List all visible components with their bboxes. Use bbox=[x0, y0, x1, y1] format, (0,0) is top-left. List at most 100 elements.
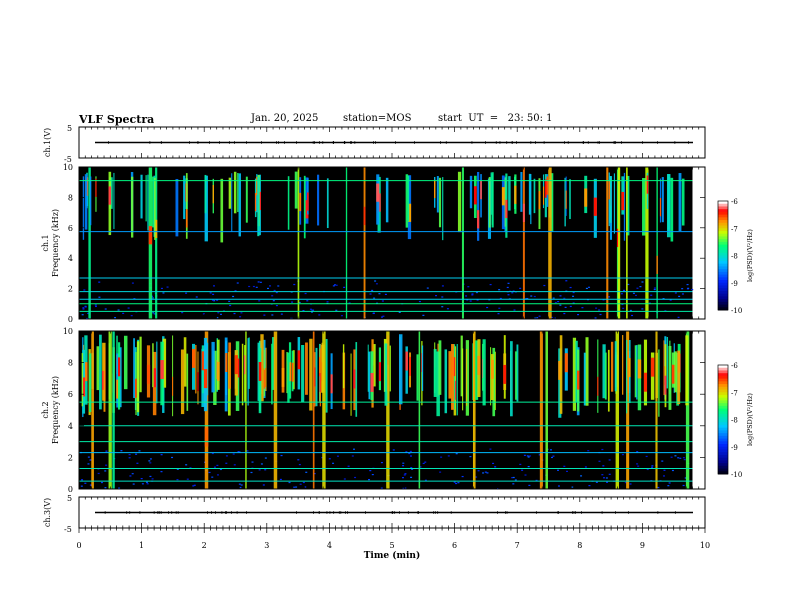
spectrogram-ch2-cell bbox=[104, 487, 107, 489]
spectrogram-ch1-cell bbox=[334, 284, 337, 286]
spectrogram-ch2-burst bbox=[342, 344, 345, 389]
spectrogram-ch2-cell bbox=[410, 467, 413, 469]
spectrogram-ch1-cell bbox=[650, 294, 653, 296]
spectrogram-ch1-cell bbox=[622, 307, 625, 309]
spectrogram-ch1-burst bbox=[618, 167, 621, 319]
spectrogram-ch2-burst bbox=[301, 344, 305, 403]
spectrogram-ch2-burst bbox=[416, 354, 419, 401]
spectrogram-ch2-burst-core bbox=[135, 378, 137, 398]
spectrogram-ch1-colorbar-cell bbox=[718, 211, 728, 216]
spectrogram-ch1-burst bbox=[257, 177, 260, 237]
spectrogram-ch2-burst bbox=[418, 331, 421, 489]
spectrogram-ch2-burst bbox=[136, 341, 140, 413]
spectrogram-ch1-burst bbox=[294, 171, 298, 209]
spectrogram-ch1-cell bbox=[681, 293, 684, 295]
spectrogram-ch1-cell bbox=[564, 306, 567, 308]
spectrogram-ch1-cell bbox=[507, 294, 510, 296]
spectrogram-ch2-cell bbox=[402, 465, 405, 467]
spectrogram-ch1-burst bbox=[550, 173, 554, 232]
spectrogram-ch2-burst bbox=[627, 350, 631, 393]
spectrogram-ch2-cell bbox=[89, 484, 92, 486]
spectrogram-ch2-cell bbox=[87, 463, 90, 465]
spectrogram-ch2-cell bbox=[225, 455, 228, 457]
spectrogram-ch2-cell bbox=[145, 481, 148, 483]
spectrogram-ch1-colorbar-cell bbox=[718, 201, 728, 205]
spectrogram-ch1-cell bbox=[465, 295, 468, 297]
spectrogram-ch2-cell bbox=[351, 455, 354, 457]
spectrogram-ch2-cell bbox=[677, 457, 680, 459]
date-label: Jan. 20, 2025 bbox=[251, 113, 319, 124]
spectrogram-ch1-burst-core bbox=[363, 206, 366, 226]
spectrogram-ch1-burst bbox=[436, 176, 439, 213]
spectrogram-ch2-burst bbox=[373, 344, 376, 387]
spectrogram-ch2-burst bbox=[355, 342, 358, 417]
spectrogram-ch2-cell bbox=[668, 482, 671, 484]
spectrogram-ch1-cell bbox=[569, 305, 572, 308]
spectrogram-ch1-colorbar-label: log(PSD)(V²/Hz) bbox=[746, 229, 754, 282]
spectrogram-ch2-cell bbox=[160, 471, 163, 473]
spectrogram-ch1-cell bbox=[233, 312, 236, 315]
spectrogram-ch1-colorbar bbox=[717, 200, 729, 311]
waveform-ch1-ytick-label: 5 bbox=[67, 124, 72, 133]
spectrogram-ch1-cell bbox=[519, 287, 522, 289]
spectrogram-ch2-cell bbox=[402, 462, 405, 464]
spectrogram-ch2-burst bbox=[490, 347, 492, 406]
spectrogram-ch1-burst bbox=[183, 175, 186, 220]
xtick-label: 2 bbox=[202, 541, 207, 550]
spectrogram-ch2-colorbar-cell bbox=[718, 414, 728, 418]
spectrogram-ch2-cell bbox=[81, 479, 84, 481]
spectrogram-ch1-burst-core bbox=[656, 255, 658, 274]
spectrogram-ch2-cell bbox=[608, 459, 611, 461]
spectrogram-ch1-cell bbox=[623, 289, 626, 292]
spectrogram-ch2-burst bbox=[465, 340, 469, 416]
spectrogram-ch1-colorbar-tick-label: -9 bbox=[731, 280, 738, 288]
spectrogram-ch1-cell bbox=[257, 281, 260, 283]
spectrogram-ch2-cell bbox=[208, 471, 211, 474]
spectrogram-ch1-cell bbox=[94, 305, 97, 308]
spectrogram-ch1-colorbar-cell bbox=[718, 282, 728, 286]
spectrogram-ch1-burst bbox=[407, 175, 410, 222]
spectrogram-ch2-cell bbox=[100, 481, 103, 484]
spectrogram-ch2-cell bbox=[538, 454, 541, 456]
spectrogram-ch2-colorbar-cell bbox=[718, 403, 728, 407]
spectrogram-ch1-burst bbox=[438, 177, 442, 228]
spectrogram-ch1-colorbar-cell bbox=[718, 269, 728, 273]
spectrogram-ch2-colorbar-cell bbox=[718, 452, 728, 456]
spectrogram-ch1-cell bbox=[525, 298, 528, 300]
spectrogram-ch1-ytick-label: 6 bbox=[68, 224, 73, 233]
spectrogram-ch2-cell bbox=[671, 469, 674, 472]
spectrogram-ch1-cell bbox=[343, 286, 346, 288]
spectrogram-ch1-burst bbox=[238, 173, 241, 237]
xtick-label: 0 bbox=[76, 541, 81, 550]
spectrogram-ch2-cell bbox=[514, 479, 517, 481]
spectrogram-ch2-colorbar-cell bbox=[718, 411, 728, 415]
spectrogram-ch1-cell bbox=[130, 315, 133, 317]
spectrogram-ch1-cell bbox=[581, 307, 584, 309]
spectrogram-ch1-colorbar-cell bbox=[718, 301, 728, 306]
spectrogram-ch2-burst bbox=[398, 334, 403, 405]
spectrogram-ch2-burst-core bbox=[201, 351, 206, 371]
spectrogram-ch2-burst bbox=[123, 335, 128, 390]
spectrogram-ch1-cell bbox=[131, 282, 134, 284]
spectrogram-ch1-burst bbox=[477, 171, 480, 241]
spectrogram-ch2-ylabel: Frequency (kHz) bbox=[51, 376, 60, 444]
spectrogram-ch1-cell bbox=[83, 289, 86, 291]
spectrogram-ch2-burst bbox=[436, 351, 440, 417]
spectrogram-ch2-burst-core bbox=[263, 369, 265, 389]
spectrogram-ch1-cell bbox=[585, 287, 588, 290]
spectrogram-ch2-burst bbox=[260, 334, 264, 402]
spectrogram-ch2-burst bbox=[241, 343, 244, 406]
spectrogram-ch1-cell bbox=[202, 313, 205, 315]
spectrogram-ch2-burst bbox=[614, 341, 617, 392]
spectrogram-ch1-cell bbox=[239, 316, 242, 318]
spectrogram-ch1-burst bbox=[623, 172, 626, 241]
spectrogram-ch2-burst bbox=[91, 331, 94, 489]
spectrogram-ch1-cell bbox=[98, 296, 101, 298]
spectrogram-ch2-cell bbox=[305, 471, 308, 473]
spectrogram-ch1-cell bbox=[335, 284, 338, 286]
spectrogram-ch1-cell bbox=[293, 283, 296, 286]
spectrogram-ch1-cell bbox=[369, 293, 372, 295]
spectrogram-ch1-cell bbox=[513, 309, 516, 311]
spectrogram-ch1-cell bbox=[572, 291, 575, 294]
spectrogram-ch1-burst bbox=[297, 167, 300, 319]
